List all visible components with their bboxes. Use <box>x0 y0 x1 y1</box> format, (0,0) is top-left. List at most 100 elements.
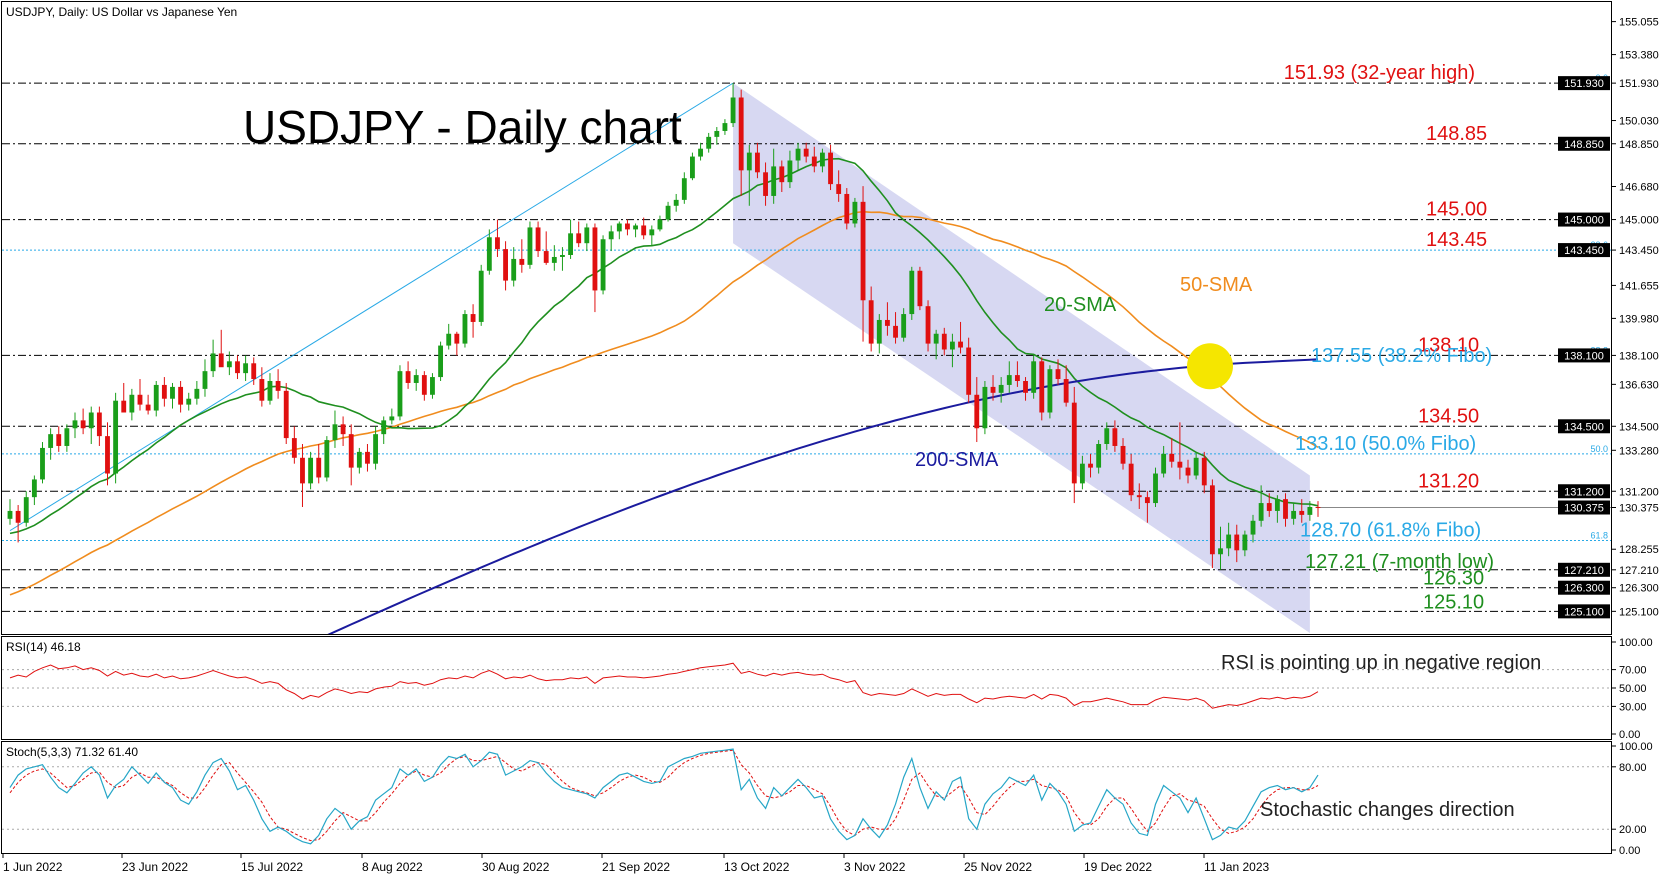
candle-body <box>235 361 240 374</box>
candle-body <box>690 156 695 179</box>
candle-body <box>1120 445 1126 464</box>
candle-body <box>470 314 476 322</box>
candle-body <box>145 404 151 411</box>
price-tag-bg <box>1558 348 1610 363</box>
price-tag-bg <box>1558 212 1610 227</box>
y-tick-label: 143.450 <box>1619 245 1659 257</box>
stoch-tick-label: 0.00 <box>1619 845 1640 857</box>
candle-body <box>730 97 736 124</box>
candle-body <box>811 156 817 167</box>
candle-body <box>844 193 850 224</box>
candle-body <box>291 438 297 458</box>
candle-body <box>478 270 484 322</box>
level-label: 134.50 <box>1418 405 1479 427</box>
stoch-annotation: Stochastic changes direction <box>1260 799 1515 821</box>
candle-body <box>779 166 785 183</box>
candle-body <box>31 479 37 498</box>
candle-body <box>933 333 939 344</box>
sma50-line <box>9 210 1319 596</box>
candle-body <box>88 412 94 429</box>
x-tick-label: 11 Jan 2023 <box>1204 860 1269 874</box>
x-tick-label: 15 Jul 2022 <box>241 860 303 874</box>
candle-body <box>519 258 525 265</box>
candle-body <box>1031 361 1037 393</box>
price-tag: 126.300 <box>1564 583 1604 595</box>
price-tag: 145.000 <box>1564 215 1604 227</box>
y-tick-label: 131.200 <box>1619 486 1659 498</box>
price-tag: 143.450 <box>1564 245 1604 257</box>
level-label: 138.10 <box>1418 334 1479 356</box>
y-tick-label: 139.980 <box>1619 313 1659 325</box>
candle-body <box>356 451 362 468</box>
candle-body <box>560 255 565 257</box>
candle-body <box>568 233 573 255</box>
x-tick-label: 13 Oct 2022 <box>724 860 790 874</box>
candle-body <box>316 457 322 478</box>
price-tag: 131.200 <box>1564 486 1604 498</box>
candle-body <box>949 341 955 350</box>
candle-body <box>283 390 289 439</box>
y-tick-label: 133.280 <box>1619 445 1659 457</box>
price-tag: 127.210 <box>1564 565 1604 577</box>
candle-body <box>405 371 411 383</box>
candle-body <box>438 345 444 378</box>
candle-body <box>23 497 29 523</box>
level-label: 133.10 (50.0% Fibo) <box>1295 433 1476 455</box>
candle-body <box>633 225 638 230</box>
candle-body <box>860 201 866 301</box>
candle-body <box>40 447 45 480</box>
y-tick-label: 136.630 <box>1619 379 1659 391</box>
y-tick-label: 138.100 <box>1619 350 1659 362</box>
candle-body <box>397 371 403 417</box>
candle-body <box>1136 495 1142 498</box>
candle-body <box>1014 375 1020 381</box>
sma50-label: 50-SMA <box>1180 274 1253 296</box>
y-tick-label: 128.255 <box>1619 544 1659 556</box>
fibo-ratio: 61.8 <box>1590 530 1608 540</box>
candle-body <box>15 510 21 523</box>
candle-body <box>72 420 78 429</box>
candle-body <box>495 237 500 250</box>
rsi-tick-label: 0.00 <box>1619 729 1640 741</box>
rsi-tick-label: 50.00 <box>1619 683 1647 695</box>
candle-body <box>80 420 86 429</box>
candle-body <box>308 457 314 484</box>
descending-channel <box>733 83 1310 634</box>
candle-body <box>893 325 898 338</box>
candle-body <box>884 319 890 326</box>
candle-body <box>511 258 517 281</box>
candle-body <box>649 229 655 236</box>
candle-body <box>1128 463 1134 496</box>
candle-body <box>64 428 70 446</box>
candle-body <box>828 152 833 185</box>
candle-body <box>503 249 508 281</box>
candle-body <box>1112 428 1118 446</box>
candle-body <box>129 394 135 413</box>
candle-body <box>592 227 598 291</box>
candle-body <box>1169 453 1175 462</box>
y-tick-label: 150.030 <box>1619 116 1659 128</box>
candle-body <box>259 379 265 401</box>
candle-body <box>771 166 777 196</box>
candle-body <box>1283 499 1288 519</box>
candle-body <box>673 199 679 206</box>
symbol-info: USDJPY, Daily: US Dollar vs Japanese Yen <box>6 5 237 19</box>
stoch-title: Stoch(5,3,3) 71.32 61.40 <box>6 745 138 759</box>
candle-body <box>990 386 996 393</box>
candle-body <box>1291 510 1297 519</box>
level-label: 126.30 <box>1423 568 1484 590</box>
price-tag: 134.500 <box>1564 421 1604 433</box>
candle-body <box>121 400 127 413</box>
candle-body <box>186 398 192 405</box>
level-label: 128.70 (61.8% Fibo) <box>1300 519 1481 541</box>
candle-body <box>616 223 622 232</box>
stoch-signal-line <box>9 749 1319 842</box>
candle-body <box>324 440 330 478</box>
candle-body <box>876 319 882 344</box>
y-tick-label: 141.655 <box>1619 280 1659 292</box>
sma200-label: 200-SMA <box>915 449 999 471</box>
price-tag: 138.100 <box>1564 350 1604 362</box>
candle-body <box>787 160 793 183</box>
candle-body <box>820 152 825 167</box>
